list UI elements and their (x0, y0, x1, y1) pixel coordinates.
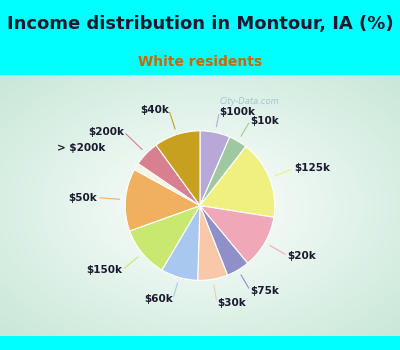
Wedge shape (200, 137, 246, 206)
Text: $100k: $100k (220, 107, 256, 117)
Wedge shape (130, 206, 200, 270)
Text: $125k: $125k (294, 163, 330, 174)
Wedge shape (200, 131, 230, 206)
Text: $30k: $30k (217, 298, 246, 308)
Text: $200k: $200k (88, 127, 124, 137)
Text: $40k: $40k (140, 105, 169, 114)
Text: $75k: $75k (250, 286, 279, 296)
Wedge shape (162, 206, 200, 280)
Wedge shape (125, 170, 200, 231)
Wedge shape (156, 131, 200, 206)
Text: White residents: White residents (138, 55, 262, 69)
Text: $150k: $150k (86, 265, 122, 275)
Text: City-Data.com: City-Data.com (220, 98, 279, 106)
Wedge shape (198, 206, 228, 280)
Wedge shape (200, 147, 275, 217)
Wedge shape (138, 145, 200, 206)
Wedge shape (134, 163, 200, 206)
Text: $60k: $60k (144, 294, 173, 304)
Wedge shape (200, 206, 274, 263)
Text: $20k: $20k (288, 251, 316, 261)
Text: $10k: $10k (250, 116, 279, 126)
Text: Income distribution in Montour, IA (%): Income distribution in Montour, IA (%) (7, 15, 393, 33)
Text: $50k: $50k (68, 193, 97, 203)
Wedge shape (200, 206, 248, 275)
Text: > $200k: > $200k (57, 143, 106, 153)
